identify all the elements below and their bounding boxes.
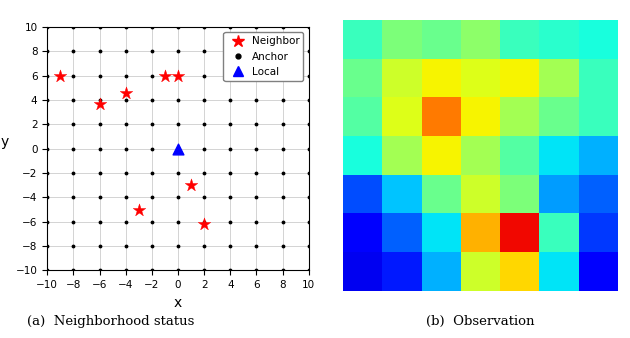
Point: [226, 37, 236, 42]
Text: (a)  Neighborhood status: (a) Neighborhood status: [26, 315, 194, 328]
Point: [134, 207, 144, 212]
Point: [199, 221, 209, 227]
Point: [121, 90, 131, 95]
Text: (b)  Observation: (b) Observation: [426, 315, 534, 328]
Y-axis label: y: y: [1, 135, 9, 149]
Point: [55, 73, 66, 78]
Point: [173, 146, 183, 151]
Point: [160, 73, 170, 78]
Point: [277, 71, 287, 76]
Point: [186, 183, 196, 188]
Point: [94, 101, 105, 106]
X-axis label: x: x: [174, 296, 182, 310]
Point: [173, 73, 183, 78]
Legend: Neighbor, Anchor, Local: Neighbor, Anchor, Local: [224, 32, 304, 81]
